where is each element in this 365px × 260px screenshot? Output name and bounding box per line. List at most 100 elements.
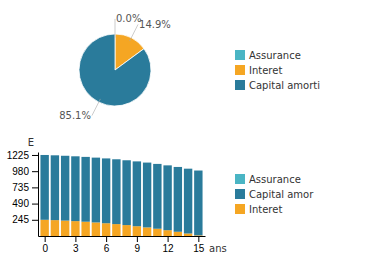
- tick-mark: [168, 236, 169, 242]
- slices: [79, 34, 151, 106]
- tick-mark: [106, 236, 107, 242]
- bar: [133, 226, 141, 236]
- tick-label: 9: [135, 243, 141, 254]
- legend-swatch: [235, 204, 245, 214]
- legend-swatch: [235, 189, 245, 199]
- axis-line: [39, 236, 206, 237]
- series: [40, 155, 202, 235]
- tick-label: 490: [12, 198, 29, 209]
- bar: [143, 163, 151, 228]
- x-tick: 12: [163, 236, 175, 254]
- legend-label: Assurance: [249, 174, 301, 185]
- leader-line: [130, 24, 138, 41]
- data-label: 0.0%: [116, 13, 141, 24]
- bar: [112, 224, 120, 236]
- tick-label: 6: [104, 243, 110, 254]
- legend-item: Capital amor: [235, 189, 314, 200]
- chart: 0.0%14.9% 85.1% Assurance Interet Capital am…: [0, 0, 365, 260]
- bar: [102, 158, 110, 223]
- tick-mark: [32, 155, 38, 156]
- legend-swatch: [235, 65, 245, 75]
- bar: [184, 169, 192, 234]
- tick-label: 3: [73, 243, 79, 254]
- legend-swatch: [235, 50, 245, 60]
- bar: [174, 166, 182, 167]
- bar: [122, 225, 130, 236]
- bar: [71, 221, 79, 236]
- legend-swatch: [235, 80, 245, 90]
- tick-label: 980: [12, 166, 29, 177]
- bar: [174, 167, 182, 232]
- bar: [51, 220, 59, 236]
- tick-label: 735: [12, 182, 29, 193]
- x-axis-label: ans: [209, 243, 227, 254]
- data-label: 85.1%: [59, 110, 91, 121]
- bar: [143, 227, 151, 236]
- legend-label: Capital amor: [249, 189, 314, 200]
- tick-mark: [32, 171, 38, 172]
- bar: [92, 158, 100, 223]
- legend: Assurance Interet Capital amorti: [235, 50, 320, 91]
- legend-item: Interet: [235, 204, 282, 215]
- legend-label: Assurance: [249, 50, 301, 61]
- x-tick: 0: [42, 236, 48, 254]
- legend-swatch: [235, 174, 245, 184]
- bar: [102, 223, 110, 236]
- legend-label: Interet: [249, 204, 282, 215]
- bar: [92, 157, 100, 158]
- bar: [102, 158, 110, 159]
- pie: 0.0%14.9% 85.1%: [59, 13, 171, 121]
- legend-item: Assurance: [235, 50, 301, 61]
- bar: [51, 155, 59, 156]
- x-tick: 15: [193, 236, 205, 254]
- bar: [40, 154, 48, 155]
- tick-mark: [137, 236, 138, 242]
- y-axis: 245 490 735 980 1225: [7, 150, 39, 237]
- tick-mark: [32, 220, 38, 221]
- bar: [81, 156, 89, 157]
- y-tick: 245: [12, 214, 38, 225]
- bar: [122, 160, 130, 161]
- y-tick: 735: [12, 182, 38, 193]
- bar: [81, 222, 89, 236]
- bar: [174, 232, 182, 236]
- bar: [40, 220, 48, 236]
- bar: [163, 230, 171, 236]
- bar: [61, 155, 69, 156]
- bar: [71, 156, 79, 221]
- bar: [194, 171, 202, 236]
- pie-slice: [79, 34, 151, 106]
- bar: [81, 157, 89, 222]
- legend-item: Interet: [235, 65, 282, 76]
- bars: [40, 155, 202, 236]
- tick-mark: [32, 204, 38, 205]
- bar: [133, 161, 141, 162]
- bar: [112, 159, 120, 224]
- legend-item: Assurance: [235, 174, 301, 185]
- legend-label: Interet: [249, 65, 282, 76]
- x-tick: 9: [135, 236, 141, 254]
- axis-line: [38, 153, 39, 237]
- y-tick: 490: [12, 198, 38, 209]
- bar: [40, 155, 48, 220]
- tick-label: 12: [163, 243, 175, 254]
- legend: Assurance Capital amor Interet: [235, 174, 314, 215]
- bar: [163, 165, 171, 166]
- leader-line: [92, 99, 100, 116]
- bar: [153, 164, 161, 229]
- bar: [163, 165, 171, 230]
- tick-mark: [45, 236, 46, 242]
- y-tick: 980: [12, 166, 38, 177]
- bar: [61, 221, 69, 236]
- bar: [71, 156, 79, 157]
- y-tick: 1225: [7, 150, 38, 161]
- tick-label: 0: [42, 243, 48, 254]
- bar: [184, 168, 192, 169]
- x-tick: 3: [73, 236, 79, 254]
- x-tick: 6: [104, 236, 110, 254]
- tick-mark: [198, 236, 199, 242]
- bar: [61, 156, 69, 221]
- data-label: 14.9%: [139, 19, 171, 30]
- bar: [122, 160, 130, 225]
- legend-item: Capital amorti: [235, 80, 320, 91]
